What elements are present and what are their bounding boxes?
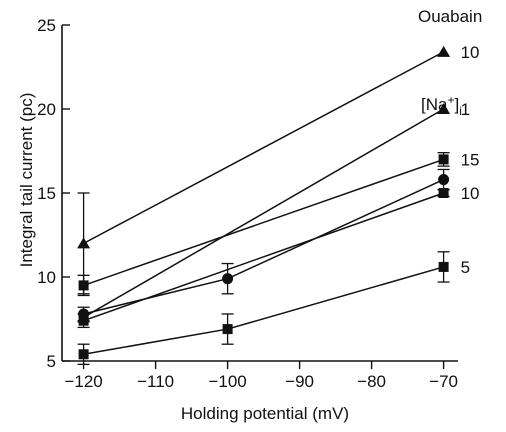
series-1 (77, 103, 451, 323)
series-line (83, 51, 444, 245)
data-point-square (222, 324, 233, 335)
group-label-na-close: ] (454, 95, 459, 114)
group-label-ouabain: Ouabain (418, 7, 482, 26)
series-layer (77, 45, 451, 366)
group-label-na-sub: i (459, 104, 462, 118)
y-tick-label: 20 (37, 100, 56, 119)
y-tick-label: 15 (37, 184, 56, 203)
series-label: 5 (461, 258, 470, 277)
x-tick-label: −80 (357, 372, 386, 391)
data-point-square (78, 349, 89, 360)
data-point-square (438, 261, 449, 272)
x-tick-label: −70 (429, 372, 458, 391)
data-point-triangle (437, 45, 451, 57)
data-point-square (78, 280, 89, 291)
series-line (83, 266, 444, 356)
data-point-square (78, 315, 89, 326)
labels: 10 1 15 10 5 Ouabain [Na+]i (418, 7, 482, 277)
x-tick-label: −100 (208, 372, 246, 391)
data-point-circle (438, 174, 450, 186)
series-4 (77, 188, 450, 329)
data-point-circle (222, 273, 234, 285)
series-line (83, 108, 444, 318)
data-point-triangle (437, 103, 451, 114)
y-tick-label: 10 (37, 268, 56, 287)
series-2 (77, 152, 450, 297)
data-point-square (438, 188, 449, 198)
data-point-square (438, 154, 449, 165)
x-tick-label: −90 (285, 372, 314, 391)
series-line (83, 178, 444, 315)
ticks: 5 10 15 20 25 −120 −110 −100 −90 −80 −70 (37, 16, 458, 391)
x-tick-label: −110 (137, 372, 174, 391)
y-tick-label: 25 (37, 16, 56, 35)
series-label: 10 (461, 184, 480, 203)
y-tick-label: 5 (47, 352, 56, 371)
x-axis-title: Holding potential (mV) (181, 404, 349, 423)
series-line (83, 192, 444, 322)
x-tick-label: −120 (64, 372, 102, 391)
series-line (83, 158, 444, 287)
series-label: 1 (461, 100, 470, 119)
group-label-na-sup: + (447, 93, 454, 107)
series-3 (77, 168, 450, 322)
series-label: 15 (461, 150, 480, 169)
group-label-na: [Na+]i (421, 93, 462, 118)
series-label: 10 (461, 43, 480, 62)
data-point-triangle (77, 237, 91, 249)
series-5 (77, 251, 450, 366)
y-axis-title: Integral tail current (pc) (17, 93, 36, 268)
